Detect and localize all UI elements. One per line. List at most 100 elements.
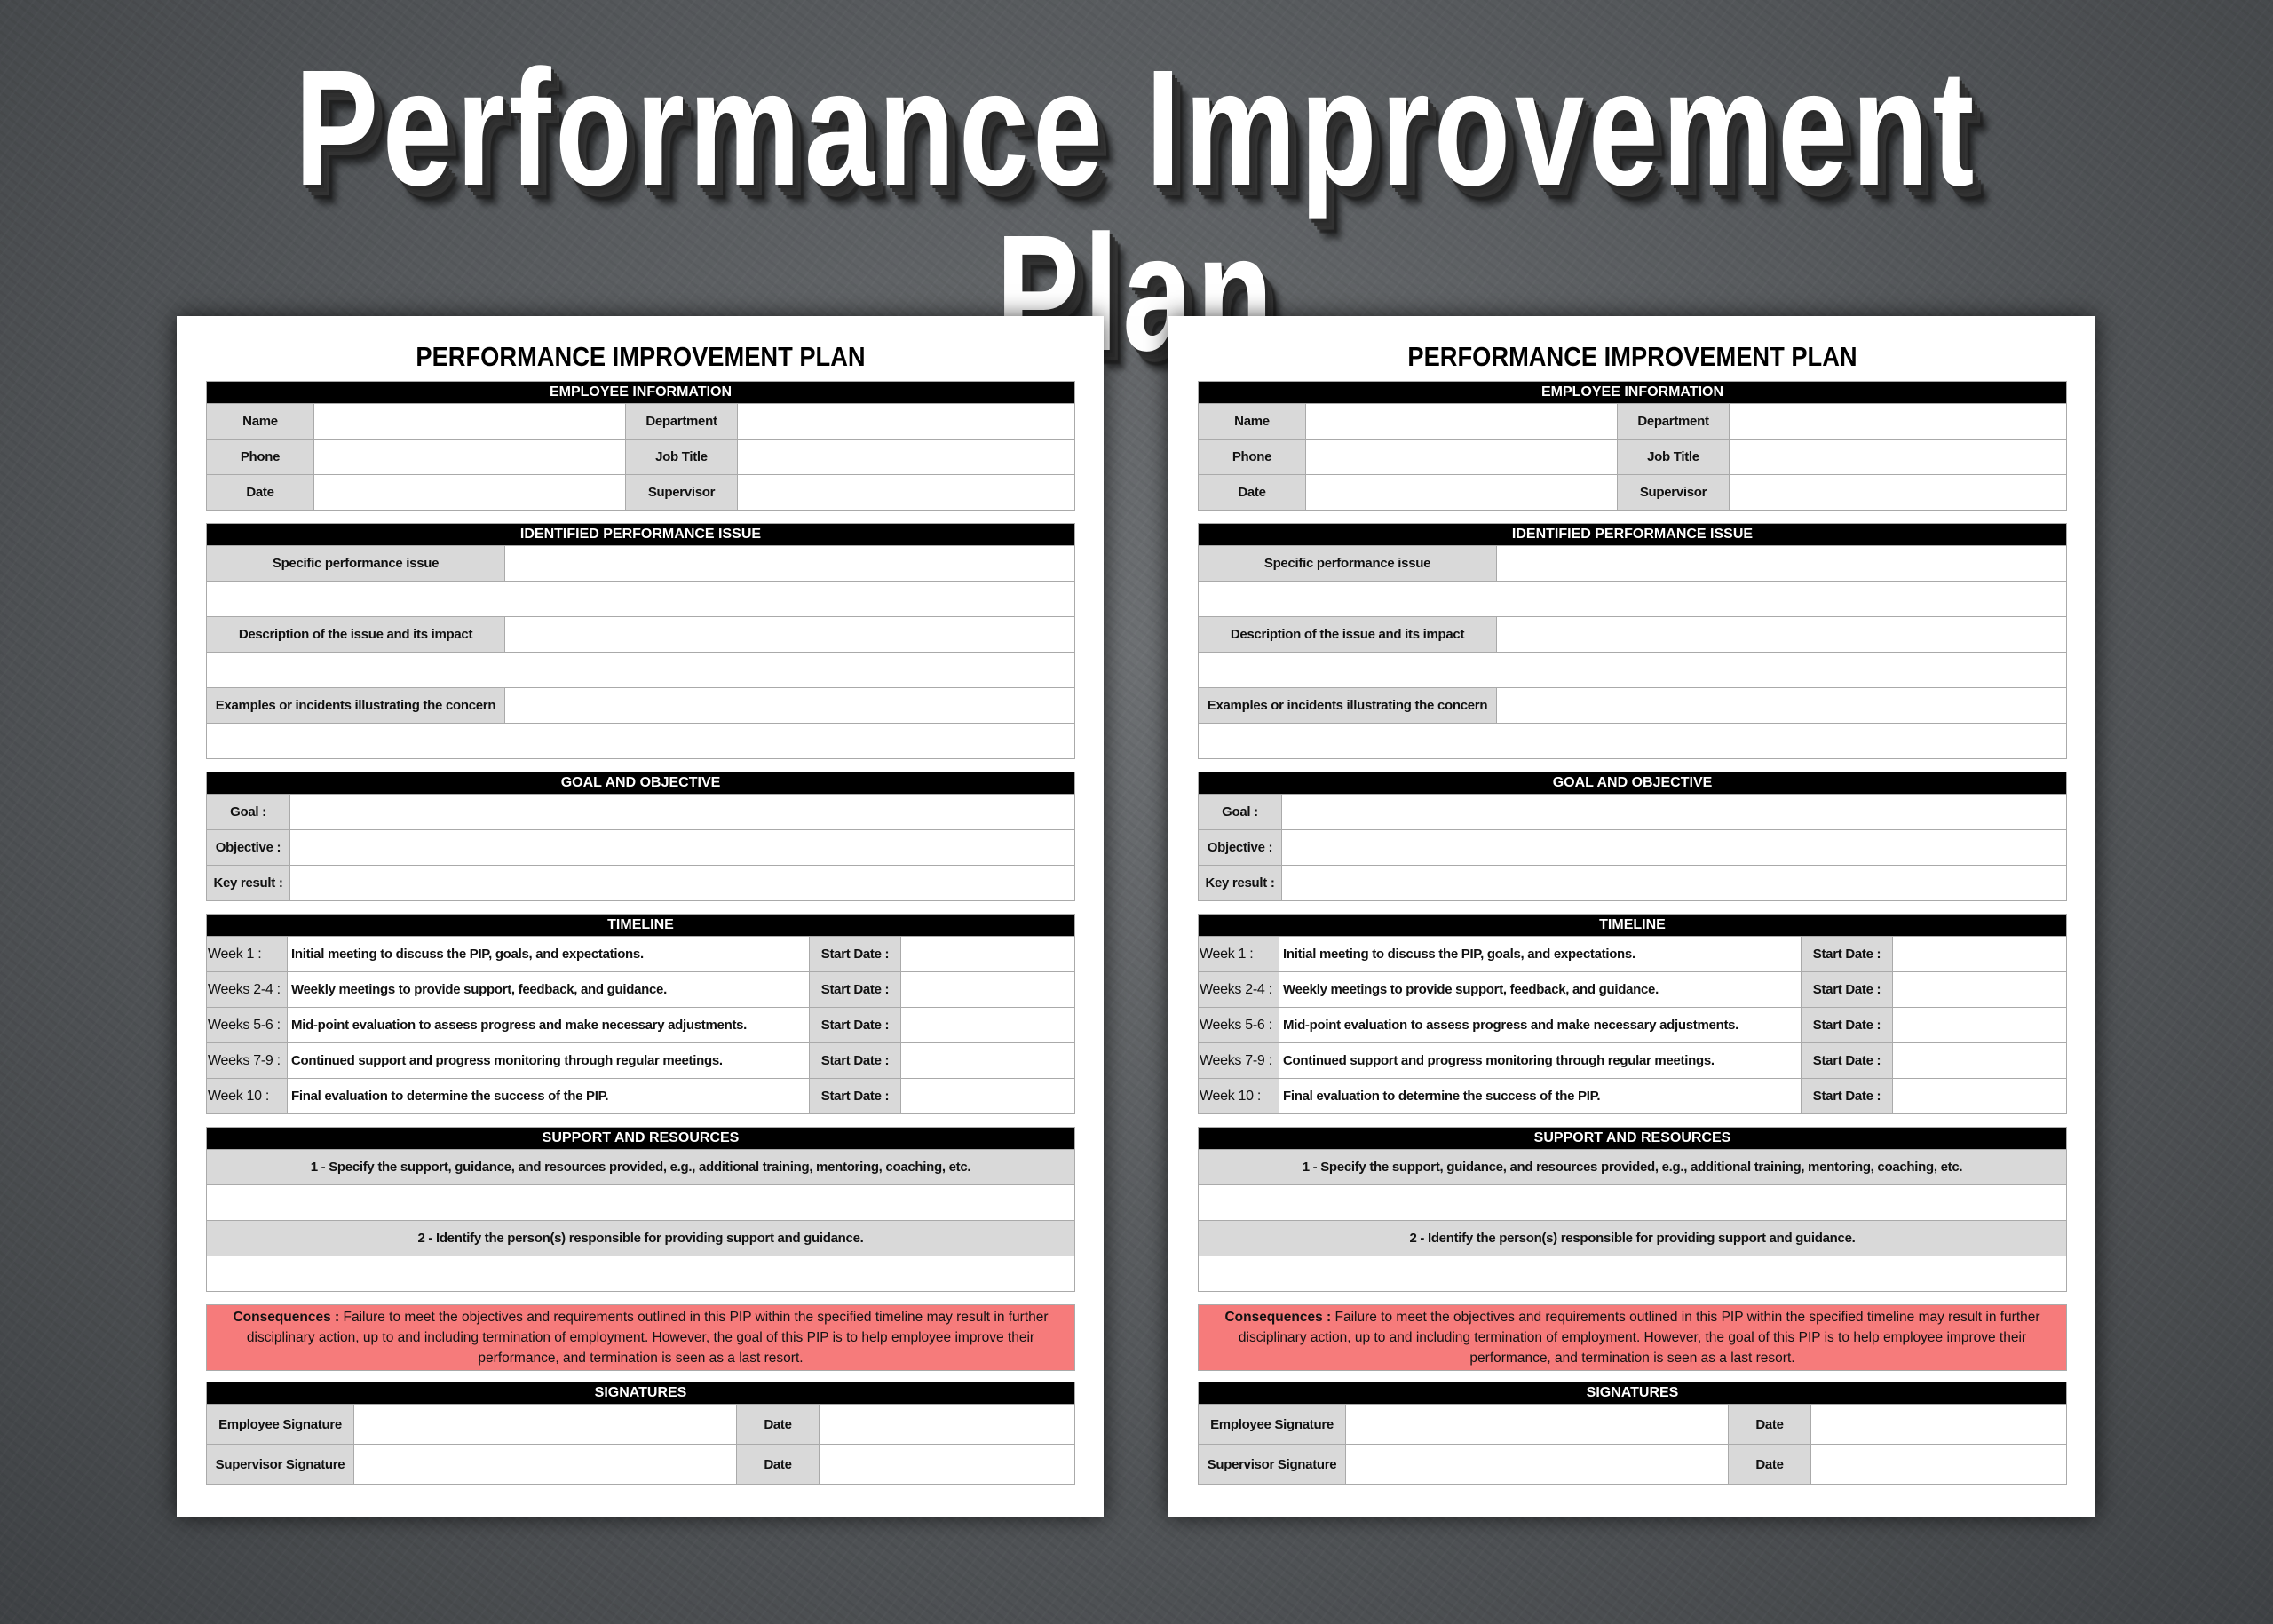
supervisor-date-field[interactable]: [1810, 1445, 2066, 1484]
phone-field[interactable]: [1305, 440, 1617, 474]
support-field[interactable]: [207, 1185, 1074, 1220]
goal-field[interactable]: [289, 795, 1074, 829]
supervisor-field[interactable]: [737, 475, 1074, 510]
support-prompt: 1 - Specify the support, guidance, and r…: [1199, 1150, 2066, 1184]
timeline-description: Final evaluation to determine the succes…: [287, 1079, 809, 1113]
table-row: Name Department: [207, 403, 1074, 439]
table-row: Date Supervisor: [1199, 474, 2066, 510]
start-date-field[interactable]: [900, 1079, 1074, 1113]
employee-date-field[interactable]: [819, 1405, 1074, 1444]
table-row: Employee Signature Date: [207, 1404, 1074, 1444]
objective-field[interactable]: [289, 830, 1074, 865]
week-label: Week 1 :: [1199, 937, 1279, 971]
issue-field[interactable]: [504, 546, 1074, 581]
responsible-field[interactable]: [207, 1256, 1074, 1291]
field-label: Name: [207, 404, 313, 439]
employee-signature-field[interactable]: [353, 1405, 736, 1444]
key-result-field[interactable]: [1281, 866, 2066, 900]
start-date-field[interactable]: [900, 972, 1074, 1007]
table-row: Objective :: [1199, 829, 2066, 865]
consequences-box: Consequences : Failure to meet the objec…: [206, 1304, 1075, 1371]
table-row: [1199, 1184, 2066, 1220]
date-field[interactable]: [313, 475, 625, 510]
job-title-field[interactable]: [737, 440, 1074, 474]
examples-field[interactable]: [1496, 688, 2066, 723]
key-result-field[interactable]: [289, 866, 1074, 900]
timeline-row: Weeks 5-6 : Mid-point evaluation to asses…: [207, 1007, 1074, 1042]
table-row: Name Department: [1199, 403, 2066, 439]
phone-field[interactable]: [313, 440, 625, 474]
timeline-row: Weeks 2-4 : Weekly meetings to provide su…: [207, 971, 1074, 1007]
banner-title: Performance Improvement Plan: [294, 36, 1979, 385]
field-label: Date: [207, 475, 313, 510]
week-label: Weeks 7-9 :: [207, 1043, 287, 1078]
issue-field[interactable]: [1496, 546, 2066, 581]
field-label: Objective :: [1199, 830, 1281, 865]
examples-text-area[interactable]: [207, 724, 1074, 758]
section-header: SIGNATURES: [207, 1382, 1074, 1404]
timeline-row: Week 1 : Initial meeting to discuss the P…: [207, 936, 1074, 971]
field-label: Specific performance issue: [1199, 546, 1496, 581]
table-row: Date Supervisor: [207, 474, 1074, 510]
objective-field[interactable]: [1281, 830, 2066, 865]
responsible-field[interactable]: [1199, 1256, 2066, 1291]
document-title: PERFORMANCE IMPROVEMENT PLAN: [1407, 341, 1857, 372]
supervisor-date-field[interactable]: [819, 1445, 1074, 1484]
start-date-label: Start Date :: [809, 937, 900, 971]
employee-date-field[interactable]: [1810, 1405, 2066, 1444]
description-field[interactable]: [504, 617, 1074, 652]
field-label: Objective :: [207, 830, 289, 865]
supervisor-field[interactable]: [1729, 475, 2066, 510]
date-field[interactable]: [1305, 475, 1617, 510]
table-row: [207, 581, 1074, 616]
goal-field[interactable]: [1281, 795, 2066, 829]
timeline-description: Continued support and progress monitorin…: [287, 1043, 809, 1078]
department-field[interactable]: [1729, 404, 2066, 439]
start-date-label: Start Date :: [809, 1043, 900, 1078]
field-label: Job Title: [625, 440, 737, 474]
responsible-prompt: 2 - Identify the person(s) responsible f…: [1199, 1221, 2066, 1256]
timeline-section: TIMELINE Week 1 : Initial meeting to disc…: [206, 914, 1075, 1114]
examples-text-area[interactable]: [1199, 724, 2066, 758]
name-field[interactable]: [313, 404, 625, 439]
description-field[interactable]: [1496, 617, 2066, 652]
start-date-field[interactable]: [1892, 1043, 2066, 1078]
support-field[interactable]: [1199, 1185, 2066, 1220]
start-date-label: Start Date :: [809, 972, 900, 1007]
start-date-field[interactable]: [1892, 1008, 2066, 1042]
start-date-field[interactable]: [900, 937, 1074, 971]
employee-signature-field[interactable]: [1345, 1405, 1728, 1444]
field-label: Goal :: [207, 795, 289, 829]
start-date-field[interactable]: [900, 1043, 1074, 1078]
issue-text-area[interactable]: [207, 582, 1074, 616]
start-date-label: Start Date :: [809, 1079, 900, 1113]
timeline-description: Initial meeting to discuss the PIP, goal…: [287, 937, 809, 971]
consequences-label: Consequences :: [1224, 1310, 1332, 1325]
name-field[interactable]: [1305, 404, 1617, 439]
job-title-field[interactable]: [1729, 440, 2066, 474]
timeline-description: Initial meeting to discuss the PIP, goal…: [1279, 937, 1801, 971]
start-date-field[interactable]: [900, 1008, 1074, 1042]
table-row: 1 - Specify the support, guidance, and r…: [207, 1149, 1074, 1184]
description-text-area[interactable]: [1199, 653, 2066, 687]
table-row: Key result :: [1199, 865, 2066, 900]
week-label: Weeks 5-6 :: [207, 1008, 287, 1042]
table-row: Examples or incidents illustrating the c…: [1199, 687, 2066, 723]
field-label: Goal :: [1199, 795, 1281, 829]
description-text-area[interactable]: [207, 653, 1074, 687]
start-date-label: Start Date :: [1801, 937, 1892, 971]
timeline-row: Weeks 7-9 : Continued support and progres…: [1199, 1042, 2066, 1078]
issue-text-area[interactable]: [1199, 582, 2066, 616]
start-date-field[interactable]: [1892, 1079, 2066, 1113]
start-date-field[interactable]: [1892, 937, 2066, 971]
goal-section: GOAL AND OBJECTIVE Goal : Objective : Ke…: [1198, 772, 2067, 901]
support-prompt: 1 - Specify the support, guidance, and r…: [207, 1150, 1074, 1184]
supervisor-signature-field[interactable]: [1345, 1445, 1728, 1484]
timeline-row: Weeks 7-9 : Continued support and progres…: [207, 1042, 1074, 1078]
supervisor-signature-field[interactable]: [353, 1445, 736, 1484]
week-label: Week 1 :: [207, 937, 287, 971]
timeline-description: Final evaluation to determine the succes…: [1279, 1079, 1801, 1113]
start-date-field[interactable]: [1892, 972, 2066, 1007]
department-field[interactable]: [737, 404, 1074, 439]
examples-field[interactable]: [504, 688, 1074, 723]
